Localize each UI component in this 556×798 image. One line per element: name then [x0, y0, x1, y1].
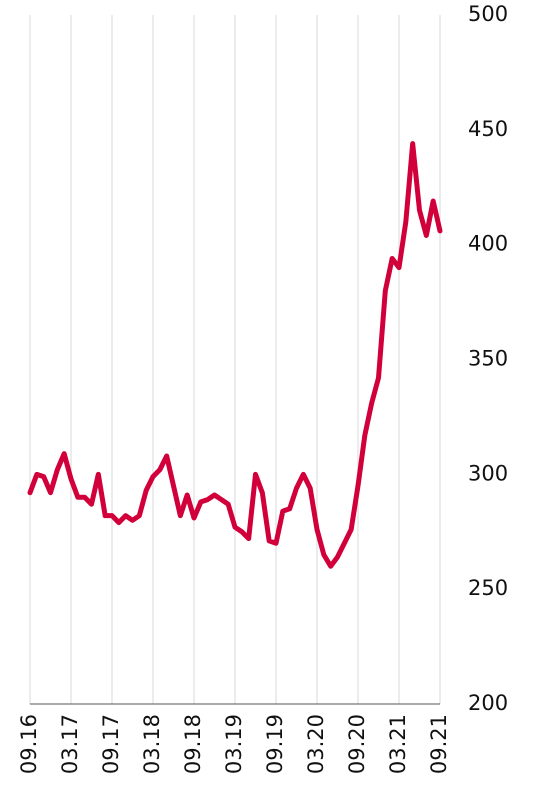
x-tick-label: 09.21	[427, 714, 451, 774]
x-tick-label: 03.21	[386, 714, 410, 774]
data-line	[27, 141, 443, 569]
y-tick-label: 200	[468, 691, 508, 715]
y-tick-label: 400	[468, 232, 508, 256]
x-tick-label: 03.18	[140, 714, 164, 774]
x-tick-label: 09.20	[345, 714, 369, 774]
x-tick-label: 03.17	[58, 714, 82, 774]
x-tick-label: 03.19	[222, 714, 246, 774]
y-tick-label: 500	[468, 2, 508, 26]
y-tick-label: 300	[468, 461, 508, 485]
x-tick-label: 03.20	[304, 714, 328, 774]
y-tick-label: 450	[468, 117, 508, 141]
x-tick-label: 09.17	[99, 714, 123, 774]
x-tick-label: 09.19	[263, 714, 287, 774]
y-tick-label: 350	[468, 347, 508, 371]
x-tick-label: 09.18	[181, 714, 205, 774]
y-tick-label: 250	[468, 576, 508, 600]
x-tick-label: 09.16	[17, 714, 41, 774]
